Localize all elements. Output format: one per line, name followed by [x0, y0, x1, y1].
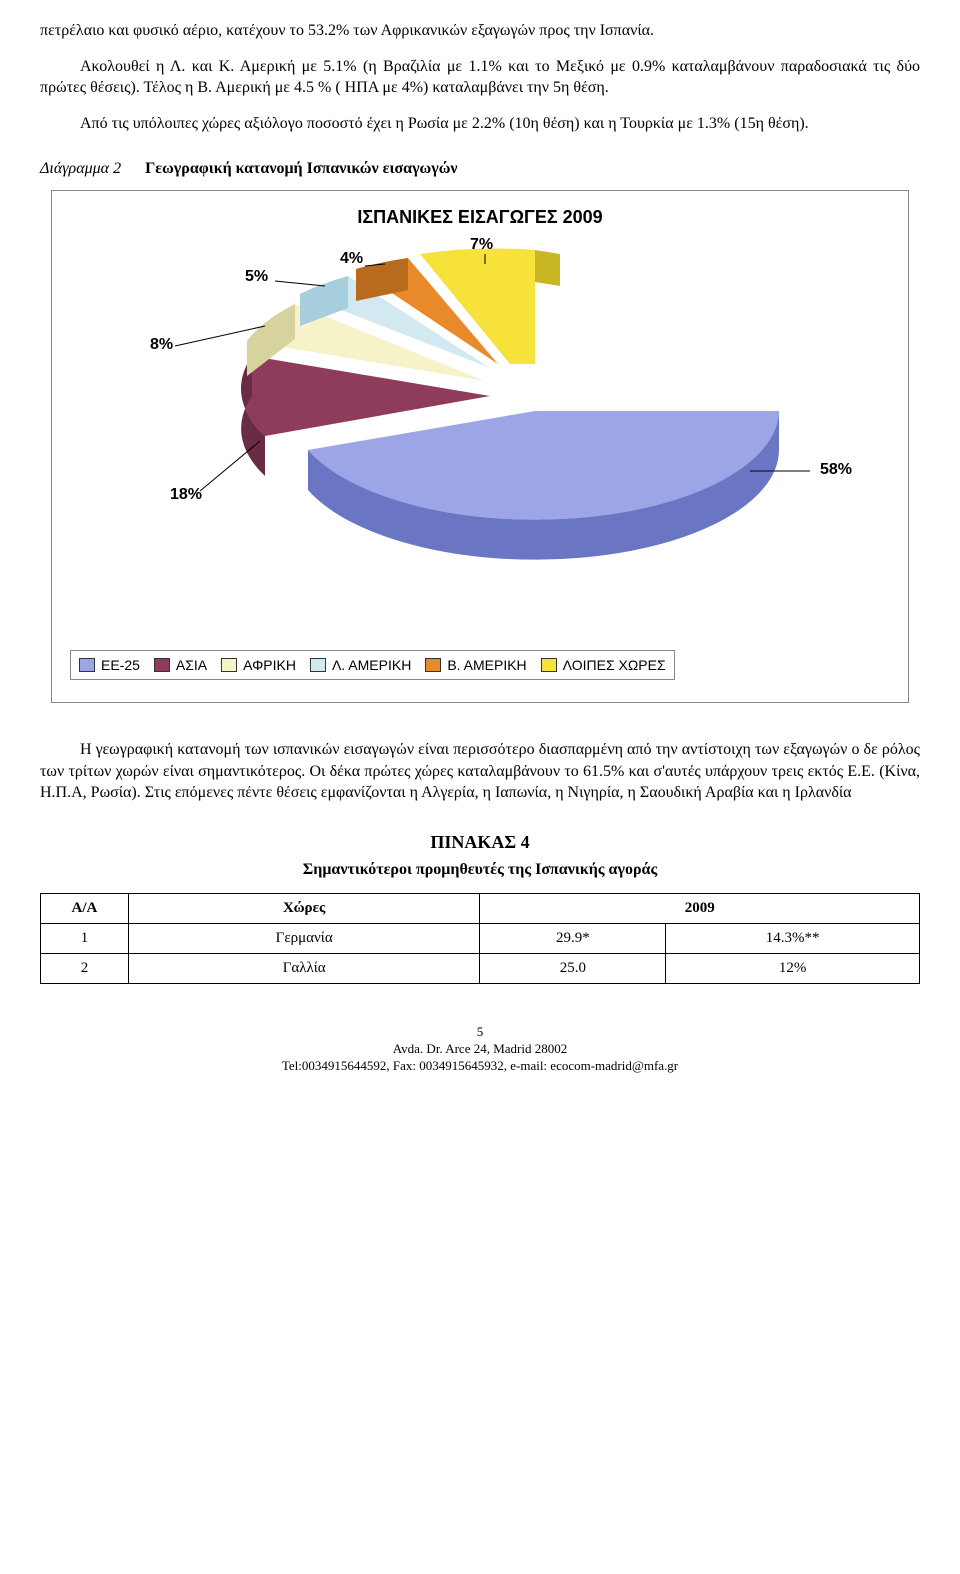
pie-chart: 58% 18% 8% 5% 4% 7%	[90, 246, 870, 626]
cell-val2: 14.3%**	[666, 923, 920, 953]
legend-item: ΛΟΙΠΕΣ ΧΩΡΕΣ	[541, 657, 666, 673]
pct-5: 5%	[245, 268, 268, 286]
pct-8: 8%	[150, 336, 173, 354]
page-number: 5	[40, 1024, 920, 1041]
diagram-caption: Διάγραμμα 2	[40, 160, 121, 177]
slice-ee25	[308, 411, 810, 560]
legend-item: ΑΦΡΙΚΗ	[221, 657, 296, 673]
cell-country: Γαλλία	[128, 953, 480, 983]
legend-item: Β. ΑΜΕΡΙΚΗ	[425, 657, 526, 673]
swatch-icon	[221, 658, 237, 672]
col-country: Χώρες	[128, 893, 480, 923]
pct-58: 58%	[820, 461, 852, 479]
swatch-icon	[154, 658, 170, 672]
table-header-row: Α/Α Χώρες 2009	[41, 893, 920, 923]
cell-val1: 25.0	[480, 953, 666, 983]
pct-7: 7%	[470, 236, 493, 254]
table-row: 1 Γερμανία 29.9* 14.3%**	[41, 923, 920, 953]
swatch-icon	[541, 658, 557, 672]
swatch-icon	[310, 658, 326, 672]
swatch-icon	[425, 658, 441, 672]
footer-address: Avda. Dr. Arce 24, Madrid 28002	[40, 1041, 920, 1058]
paragraph-1: πετρέλαιο και φυσικό αέριο, κατέχουν το …	[40, 20, 920, 42]
table-heading: ΠΙΝΑΚΑΣ 4	[40, 832, 920, 853]
swatch-icon	[79, 658, 95, 672]
col-2009: 2009	[480, 893, 920, 923]
footer-contact: Tel:0034915644592, Fax: 0034915645932, e…	[40, 1058, 920, 1075]
page-footer: 5 Avda. Dr. Arce 24, Madrid 28002 Tel:00…	[40, 1024, 920, 1075]
chart-container: ΙΣΠΑΝΙΚΕΣ ΕΙΣΑΓΩΓΕΣ 2009	[51, 190, 909, 703]
pct-18: 18%	[170, 486, 202, 504]
pie-svg	[90, 246, 870, 626]
paragraph-3: Από τις υπόλοιπες χώρες αξιόλογο ποσοστό…	[40, 113, 920, 135]
cell-aa: 1	[41, 923, 129, 953]
cell-aa: 2	[41, 953, 129, 983]
table-row: 2 Γαλλία 25.0 12%	[41, 953, 920, 983]
legend-item: Λ. ΑΜΕΡΙΚΗ	[310, 657, 411, 673]
col-aa: Α/Α	[41, 893, 129, 923]
legend-item: ΕΕ-25	[79, 657, 140, 673]
cell-country: Γερμανία	[128, 923, 480, 953]
table-subheading: Σημαντικότεροι προμηθευτές της Ισπανικής…	[40, 861, 920, 879]
pct-4: 4%	[340, 250, 363, 268]
paragraph-after-chart: Η γεωγραφική κατανομή των ισπανικών εισα…	[40, 739, 920, 804]
diagram-title: Γεωγραφική κατανομή Ισπανικών εισαγωγών	[145, 160, 458, 177]
suppliers-table: Α/Α Χώρες 2009 1 Γερμανία 29.9* 14.3%** …	[40, 893, 920, 984]
chart-legend: ΕΕ-25 ΑΣΙΑ ΑΦΡΙΚΗ Λ. ΑΜΕΡΙΚΗ Β. ΑΜΕΡΙΚΗ …	[70, 650, 675, 680]
cell-val1: 29.9*	[480, 923, 666, 953]
paragraph-2: Ακολουθεί η Λ. και Κ. Αμερική με 5.1% (η…	[40, 56, 920, 99]
legend-item: ΑΣΙΑ	[154, 657, 207, 673]
cell-val2: 12%	[666, 953, 920, 983]
diagram-label: Διάγραμμα 2 Γεωγραφική κατανομή Ισπανικώ…	[40, 158, 920, 180]
chart-title: ΙΣΠΑΝΙΚΕΣ ΕΙΣΑΓΩΓΕΣ 2009	[70, 207, 890, 228]
